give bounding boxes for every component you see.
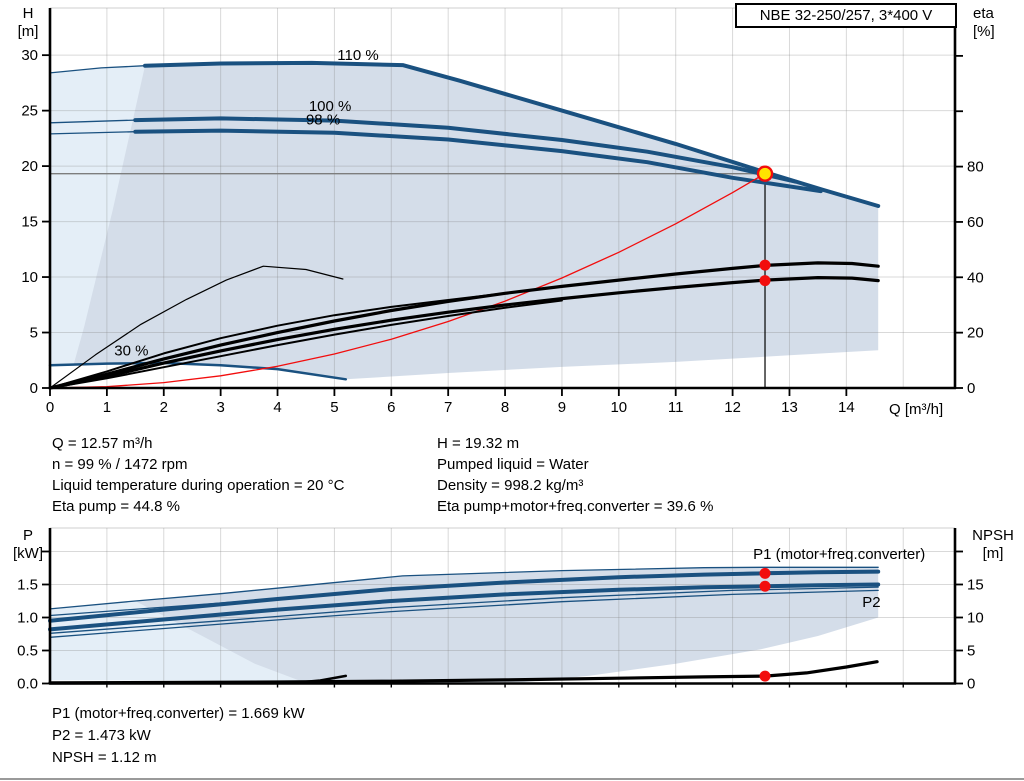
pump-model-badge: NBE 32-250/257, 3*400 V [735, 3, 957, 28]
info-line: NPSH = 1.12 m [52, 749, 157, 766]
left-tick-label: 0 [30, 380, 38, 397]
curve-speed-98-ext [49, 131, 136, 135]
left-tick-label: 0.0 [17, 676, 38, 693]
curve-eta-bundle-1 [49, 292, 507, 389]
info-line: Liquid temperature during operation = 20… [52, 477, 345, 494]
left-tick-label: 0.5 [17, 642, 38, 659]
info-line: Pumped liquid = Water [437, 456, 589, 473]
right-tick-label: 10 [967, 609, 984, 626]
info-line: Density = 998.2 kg/m³ [437, 477, 584, 494]
curve-label: 98 % [306, 111, 340, 128]
p1-dot [759, 567, 771, 579]
curve-red-control-curve [49, 172, 766, 389]
right-tick-label: 60 [967, 214, 984, 231]
right-tick-label: 5 [967, 642, 975, 659]
npsh-axis-title: NPSH [m] [972, 527, 1014, 562]
q-axis-title: Q [m³/h] [889, 401, 944, 418]
info-line: Eta pump = 44.8 % [52, 498, 180, 515]
curve-p2-curve [48, 582, 881, 632]
left-tick-label: 5 [30, 325, 38, 342]
eta-pump-dot [759, 259, 771, 271]
curve-label: P1 (motor+freq.converter) [753, 546, 925, 563]
curve-speed-100 [133, 116, 798, 184]
left-tick-label: 10 [21, 269, 38, 286]
operating-point-marker [756, 165, 774, 182]
x-tick-label: 0 [46, 399, 54, 416]
curve-eta-arc-thin [49, 265, 344, 389]
right-tick-label: 15 [967, 576, 984, 593]
right-tick-label: 0 [967, 380, 975, 397]
fill-envelope-main [50, 62, 879, 380]
operating-data-left: Q = 12.57 m³/h n = 99 % / 1472 rpm Liqui… [52, 433, 344, 517]
bottom-separator [0, 778, 1024, 780]
left-tick-label: 1.5 [17, 576, 38, 593]
info-line: H = 19.32 m [437, 435, 520, 452]
p-axis-title: P [kW] [13, 527, 43, 562]
fill-power-envelope-light [50, 601, 301, 681]
left-tick-label: 25 [21, 103, 38, 120]
curve-label: 100 % [309, 98, 352, 115]
eta-axis-title: eta [%] [973, 5, 995, 40]
curve-speed-100-ext [49, 119, 136, 124]
curve-eta-bundle-2 [49, 299, 563, 389]
left-tick-label: 30 [21, 47, 38, 64]
curve-label: 30 % [114, 342, 148, 359]
curve-speed-30 [48, 361, 348, 381]
right-tick-label: 80 [967, 159, 984, 176]
info-line: P2 = 1.473 kW [52, 727, 151, 744]
x-tick-label: 2 [160, 399, 168, 416]
curve-power-thin-2 [49, 589, 879, 638]
left-tick-label: 15 [21, 214, 38, 231]
x-tick-label: 3 [216, 399, 224, 416]
curve-label: 110 % [337, 47, 378, 64]
pump-model-label: NBE 32-250/257, 3*400 V [759, 7, 933, 24]
fill-envelope-light [50, 65, 145, 366]
curve-speed-110-ext [49, 65, 146, 74]
x-tick-label: 1 [103, 399, 111, 416]
left-tick-label: 20 [21, 158, 38, 175]
right-tick-label: 20 [967, 325, 984, 342]
info-line: n = 99 % / 1472 rpm [52, 456, 188, 473]
x-tick-label: 10 [610, 399, 627, 416]
info-line: P1 (motor+freq.converter) = 1.669 kW [52, 705, 305, 722]
curve-eta-total [48, 276, 880, 390]
right-tick-label: 0 [967, 676, 975, 693]
x-tick-label: 13 [781, 399, 798, 416]
p2-dot [759, 580, 771, 592]
npsh-dot [759, 670, 771, 682]
x-tick-label: 7 [444, 399, 452, 416]
x-tick-label: 14 [838, 399, 855, 416]
power-npsh-data: P1 (motor+freq.converter) = 1.669 kW P2 … [52, 703, 305, 769]
curve-label: P2 [862, 594, 880, 611]
info-line: Eta pump+motor+freq.converter = 39.6 % [437, 498, 714, 515]
x-tick-label: 9 [558, 399, 566, 416]
curve-power-envelope-top [49, 566, 879, 610]
fill-power-envelope-main [50, 567, 879, 683]
curve-speed-98 [133, 128, 823, 194]
x-tick-label: 4 [273, 399, 281, 416]
x-tick-label: 12 [724, 399, 741, 416]
right-tick-label: 40 [967, 269, 984, 286]
eta-total-dot [759, 275, 771, 287]
h-axis-title: H [m] [17, 5, 39, 40]
left-tick-label: 1.0 [17, 609, 38, 626]
curve-power-thin-1 [49, 586, 879, 634]
operating-data-right: H = 19.32 m Pumped liquid = Water Densit… [437, 433, 713, 517]
x-tick-label: 6 [387, 399, 395, 416]
x-tick-label: 5 [330, 399, 338, 416]
x-tick-label: 11 [668, 399, 684, 416]
x-tick-label: 8 [501, 399, 509, 416]
info-line: Q = 12.57 m³/h [52, 435, 153, 452]
